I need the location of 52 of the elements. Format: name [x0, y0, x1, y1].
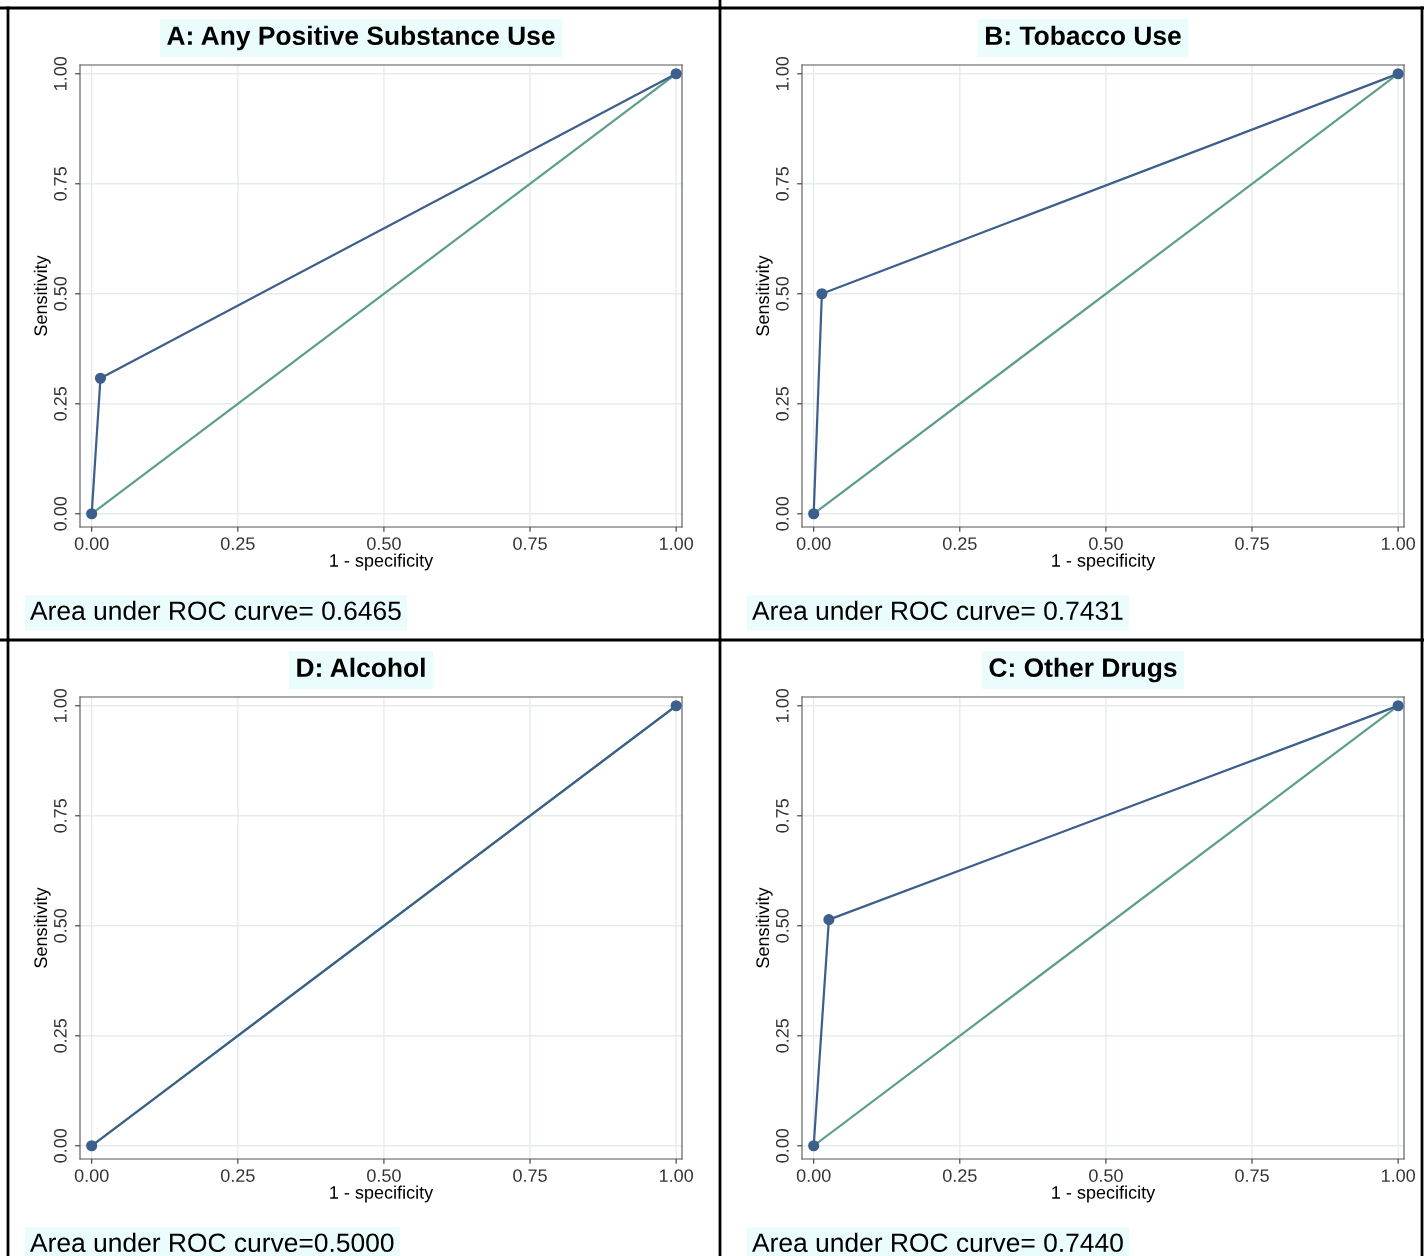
y-axis-title: Sensitivity [755, 887, 773, 968]
y-tick-label: 0.75 [53, 166, 67, 201]
chart-title: D: Alcohol [297, 657, 425, 678]
chart-title: B: Tobacco Use [986, 25, 1181, 46]
x-tick-label: 0.75 [1235, 1169, 1269, 1182]
text: Area under ROC curve= 0.6465 [30, 600, 401, 621]
x-axis-title: 1 - specificity [1052, 1185, 1156, 1203]
x-tick-label: 0.25 [942, 537, 977, 550]
y-tick-label: 0.25 [775, 386, 789, 421]
x-tick-label: 0.75 [513, 537, 547, 550]
x-tick-label: 0.00 [796, 537, 831, 550]
text: Area under ROC curve=0.5000 [30, 1232, 394, 1253]
y-tick-label: 1.00 [775, 56, 789, 90]
x-axis-title: 1 - specificity [330, 553, 434, 571]
x-tick-label: 0.75 [513, 1169, 547, 1182]
x-tick-label: 0.50 [1089, 537, 1123, 550]
y-axis-title: Sensitivity [33, 255, 51, 336]
y-tick-label: 0.25 [53, 1018, 67, 1053]
y-tick-label: 1.00 [775, 688, 789, 722]
text: Area under ROC curve= 0.7431 [752, 600, 1123, 621]
text: Area under ROC curve= 0.7440 [752, 1232, 1123, 1253]
x-tick-label: 0.75 [1235, 537, 1269, 550]
x-tick-label: 0.50 [367, 1169, 401, 1182]
y-tick-label: 0.25 [775, 1018, 789, 1053]
x-axis-title: 1 - specificity [330, 1185, 434, 1203]
x-tick-label: 1.00 [659, 1169, 694, 1182]
x-tick-label: 0.25 [220, 1169, 255, 1182]
y-tick-label: 0.50 [53, 276, 67, 311]
y-axis-title: Sensitivity [755, 255, 773, 336]
x-tick-label: 0.50 [1089, 1169, 1123, 1182]
x-tick-label: 0.50 [367, 537, 401, 550]
x-tick-label: 1.00 [659, 537, 694, 550]
x-tick-label: 0.00 [74, 537, 109, 550]
x-axis-title: 1 - specificity [1052, 553, 1156, 571]
x-tick-label: 0.00 [74, 1169, 109, 1182]
y-tick-label: 1.00 [53, 688, 67, 722]
y-tick-label: 0.50 [53, 908, 67, 943]
y-tick-label: 0.50 [775, 276, 789, 311]
chart-title: C: Other Drugs [989, 657, 1177, 683]
x-tick-label: 0.00 [796, 1169, 831, 1182]
x-tick-label: 1.00 [1381, 537, 1416, 550]
y-tick-label: 1.00 [53, 56, 67, 90]
y-tick-label: 0.75 [53, 798, 67, 833]
y-tick-label: 0.50 [775, 908, 789, 943]
x-tick-label: 1.00 [1381, 1169, 1416, 1182]
chart-title: A: Any Positive Substance Use [167, 25, 555, 51]
x-tick-label: 0.25 [220, 537, 255, 550]
y-tick-label: 0.75 [775, 798, 789, 833]
y-tick-label: 0.25 [53, 386, 67, 421]
y-tick-label: 0.75 [775, 166, 789, 201]
y-axis-title: Sensitivity [33, 887, 51, 968]
x-tick-label: 0.25 [942, 1169, 977, 1182]
